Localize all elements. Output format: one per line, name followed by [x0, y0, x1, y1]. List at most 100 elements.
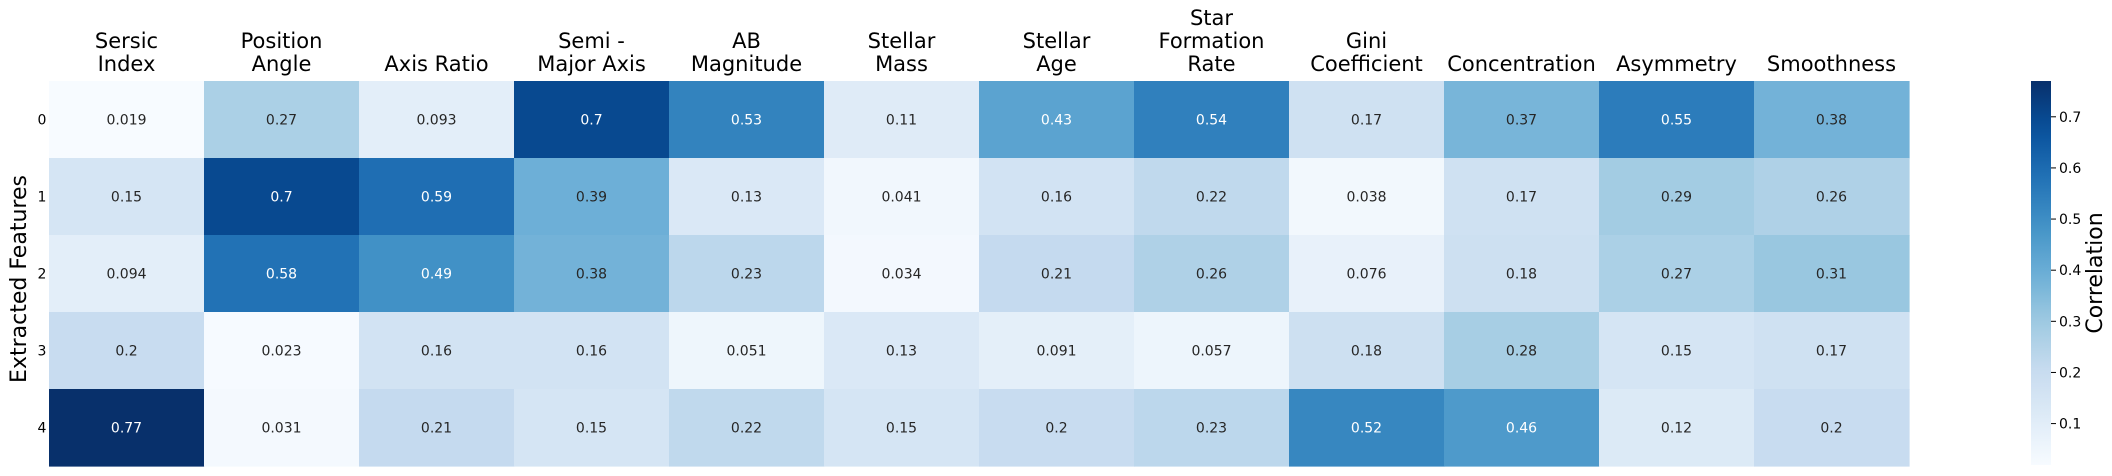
heatmap-cell	[359, 235, 515, 313]
cell-value-label: 0.023	[261, 344, 301, 360]
column-label: Position	[241, 29, 323, 53]
cell-value-label: 0.11	[886, 113, 917, 129]
cell-value-label: 0.031	[261, 421, 301, 437]
heatmap-cell	[824, 81, 980, 159]
heatmap-cell	[1599, 81, 1755, 159]
cell-value-label: 0.27	[266, 113, 297, 129]
heatmap-cell	[824, 312, 980, 390]
cell-value-label: 0.18	[1351, 344, 1382, 360]
column-label: Major Axis	[537, 52, 646, 76]
heatmap-cell	[514, 312, 670, 390]
heatmap-cell	[514, 81, 670, 159]
cell-value-label: 0.16	[1041, 190, 1072, 206]
heatmap-cell	[204, 158, 360, 236]
heatmap-cell	[204, 312, 360, 390]
heatmap-cell	[204, 235, 360, 313]
heatmap-cell	[669, 312, 825, 390]
cell-value-label: 0.094	[106, 267, 146, 283]
heatmap-cell	[669, 389, 825, 467]
heatmap-cell	[1289, 312, 1445, 390]
cell-value-label: 0.16	[421, 344, 452, 360]
cell-value-label: 0.28	[1506, 344, 1537, 360]
cell-value-label: 0.034	[881, 267, 921, 283]
cell-value-label: 0.26	[1196, 267, 1227, 283]
heatmap-cell	[669, 81, 825, 159]
y-axis-title: Extracted Features	[7, 175, 32, 383]
cell-value-label: 0.52	[1351, 421, 1382, 437]
heatmap-cell	[1754, 389, 1910, 467]
cell-value-label: 0.21	[1041, 267, 1072, 283]
heatmap-cell	[669, 235, 825, 313]
cell-value-label: 0.15	[111, 190, 142, 206]
cell-value-label: 0.21	[421, 421, 452, 437]
cell-value-label: 0.076	[1346, 267, 1386, 283]
column-label: Angle	[252, 52, 312, 76]
column-label: Coefficient	[1310, 52, 1423, 76]
cell-value-label: 0.26	[1816, 190, 1847, 206]
cell-value-label: 0.31	[1816, 267, 1847, 283]
heatmap-cells	[49, 81, 1910, 467]
heatmap-cell	[824, 235, 980, 313]
colorbar-title: Correlation	[2083, 212, 2108, 333]
row-label: 0	[38, 113, 47, 129]
cell-value-label: 0.17	[1506, 190, 1537, 206]
cell-value-label: 0.23	[731, 267, 762, 283]
heatmap-cell	[204, 81, 360, 159]
cell-value-label: 0.057	[1191, 344, 1231, 360]
heatmap-cell	[49, 389, 205, 467]
colorbar-tick-label: 0.1	[2059, 417, 2081, 433]
cell-value-label: 0.18	[1506, 267, 1537, 283]
colorbar-tick-label: 0.5	[2059, 212, 2081, 228]
cell-value-label: 0.13	[731, 190, 762, 206]
heatmap-cell	[1444, 389, 1600, 467]
heatmap-cell	[979, 235, 1135, 313]
cell-value-label: 0.2	[1045, 421, 1067, 437]
heatmap-cell	[49, 158, 205, 236]
cell-value-label: 0.23	[1196, 421, 1227, 437]
cell-value-label: 0.15	[1661, 344, 1692, 360]
cell-value-label: 0.15	[886, 421, 917, 437]
heatmap-cell	[359, 81, 515, 159]
cell-value-label: 0.019	[106, 113, 146, 129]
cell-value-label: 0.051	[726, 344, 766, 360]
colorbar-tick-label: 0.6	[2059, 161, 2081, 177]
heatmap-cell	[1444, 158, 1600, 236]
heatmap-cell	[824, 158, 980, 236]
heatmap-cell	[1754, 81, 1910, 159]
heatmap-cell	[979, 312, 1135, 390]
column-label: Magnitude	[691, 52, 802, 76]
cell-value-label: 0.27	[1661, 267, 1692, 283]
heatmap-cell	[1599, 158, 1755, 236]
heatmap-cell	[1599, 389, 1755, 467]
column-label: Rate	[1187, 52, 1235, 76]
cell-value-label: 0.49	[421, 267, 452, 283]
heatmap-cell	[514, 389, 670, 467]
column-label: Stellar	[868, 29, 936, 53]
heatmap-cell	[204, 389, 360, 467]
cell-value-label: 0.38	[576, 267, 607, 283]
heatmap-cell	[1289, 81, 1445, 159]
heatmap-cell	[1134, 312, 1290, 390]
heatmap-cell	[359, 158, 515, 236]
heatmap-cell	[979, 389, 1135, 467]
row-label: 1	[38, 190, 47, 206]
column-label: AB	[732, 29, 761, 53]
column-label: Smoothness	[1767, 52, 1896, 76]
heatmap-cell	[1289, 389, 1445, 467]
cell-value-label: 0.16	[576, 344, 607, 360]
row-label: 4	[38, 421, 47, 437]
heatmap-cell	[514, 158, 670, 236]
column-label: Formation	[1159, 29, 1265, 53]
cell-value-label: 0.54	[1196, 113, 1227, 129]
cell-value-label: 0.38	[1816, 113, 1847, 129]
cell-value-label: 0.15	[576, 421, 607, 437]
heatmap-cell	[1444, 312, 1600, 390]
cell-value-label: 0.7	[270, 190, 292, 206]
cell-value-label: 0.17	[1351, 113, 1382, 129]
heatmap-cell	[1289, 158, 1445, 236]
row-label: 2	[38, 267, 47, 283]
column-label: Axis Ratio	[384, 52, 488, 76]
cell-value-label: 0.55	[1661, 113, 1692, 129]
cell-labels: 0.019 0.27 0.093 0.7 0.53 0.11 0.43 0.54 0.17 0.3…	[106, 113, 1847, 437]
cell-value-label: 0.59	[421, 190, 452, 206]
